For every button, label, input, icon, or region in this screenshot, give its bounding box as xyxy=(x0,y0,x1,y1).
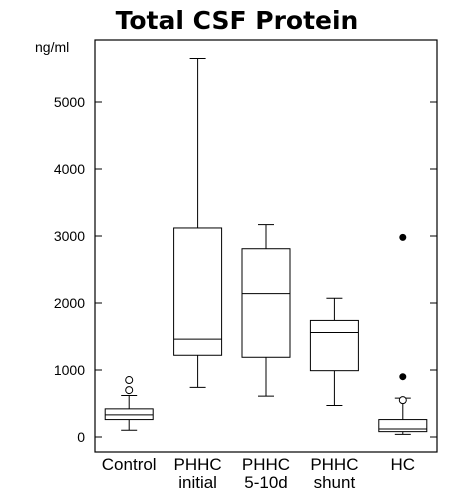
box-4 xyxy=(309,297,359,407)
outlier-point-filled xyxy=(399,373,407,381)
iqr-box xyxy=(173,227,223,356)
y-tick-label: 1000 xyxy=(54,362,85,378)
x-category-label: HC xyxy=(391,455,416,474)
x-category-label: Control xyxy=(102,455,157,474)
box-5 xyxy=(378,233,428,435)
outlier-point-open xyxy=(125,386,134,395)
boxes xyxy=(104,57,428,435)
iqr-box xyxy=(309,319,359,372)
x-category-label: PHHC xyxy=(242,455,290,474)
outlier-point-filled xyxy=(399,233,407,241)
outlier-point-open xyxy=(125,376,134,385)
y-tick-label: 0 xyxy=(77,429,85,445)
box-2 xyxy=(173,57,223,388)
x-category-label: shunt xyxy=(314,473,356,492)
x-category-label: initial xyxy=(178,473,217,492)
box-3 xyxy=(241,224,291,397)
x-category-label: PHHC xyxy=(174,455,222,474)
y-tick-label: 2000 xyxy=(54,295,85,311)
x-category-label: PHHC xyxy=(310,455,358,474)
outlier-point-open xyxy=(398,396,407,405)
chart-title: Total CSF Protein xyxy=(116,6,359,35)
iqr-box xyxy=(378,419,428,433)
iqr-box xyxy=(241,248,291,358)
y-axis-unit: ng/ml xyxy=(35,39,69,55)
box-1 xyxy=(104,376,154,431)
y-tick-label: 3000 xyxy=(54,228,85,244)
plot-frame xyxy=(94,39,438,453)
y-tick-label: 4000 xyxy=(54,161,85,177)
y-axis: 0 1000 2000 3000 4000 5000 xyxy=(54,94,437,445)
y-tick-label: 5000 xyxy=(54,94,85,110)
iqr-box xyxy=(104,408,154,421)
x-category-label: 5-10d xyxy=(244,473,287,492)
